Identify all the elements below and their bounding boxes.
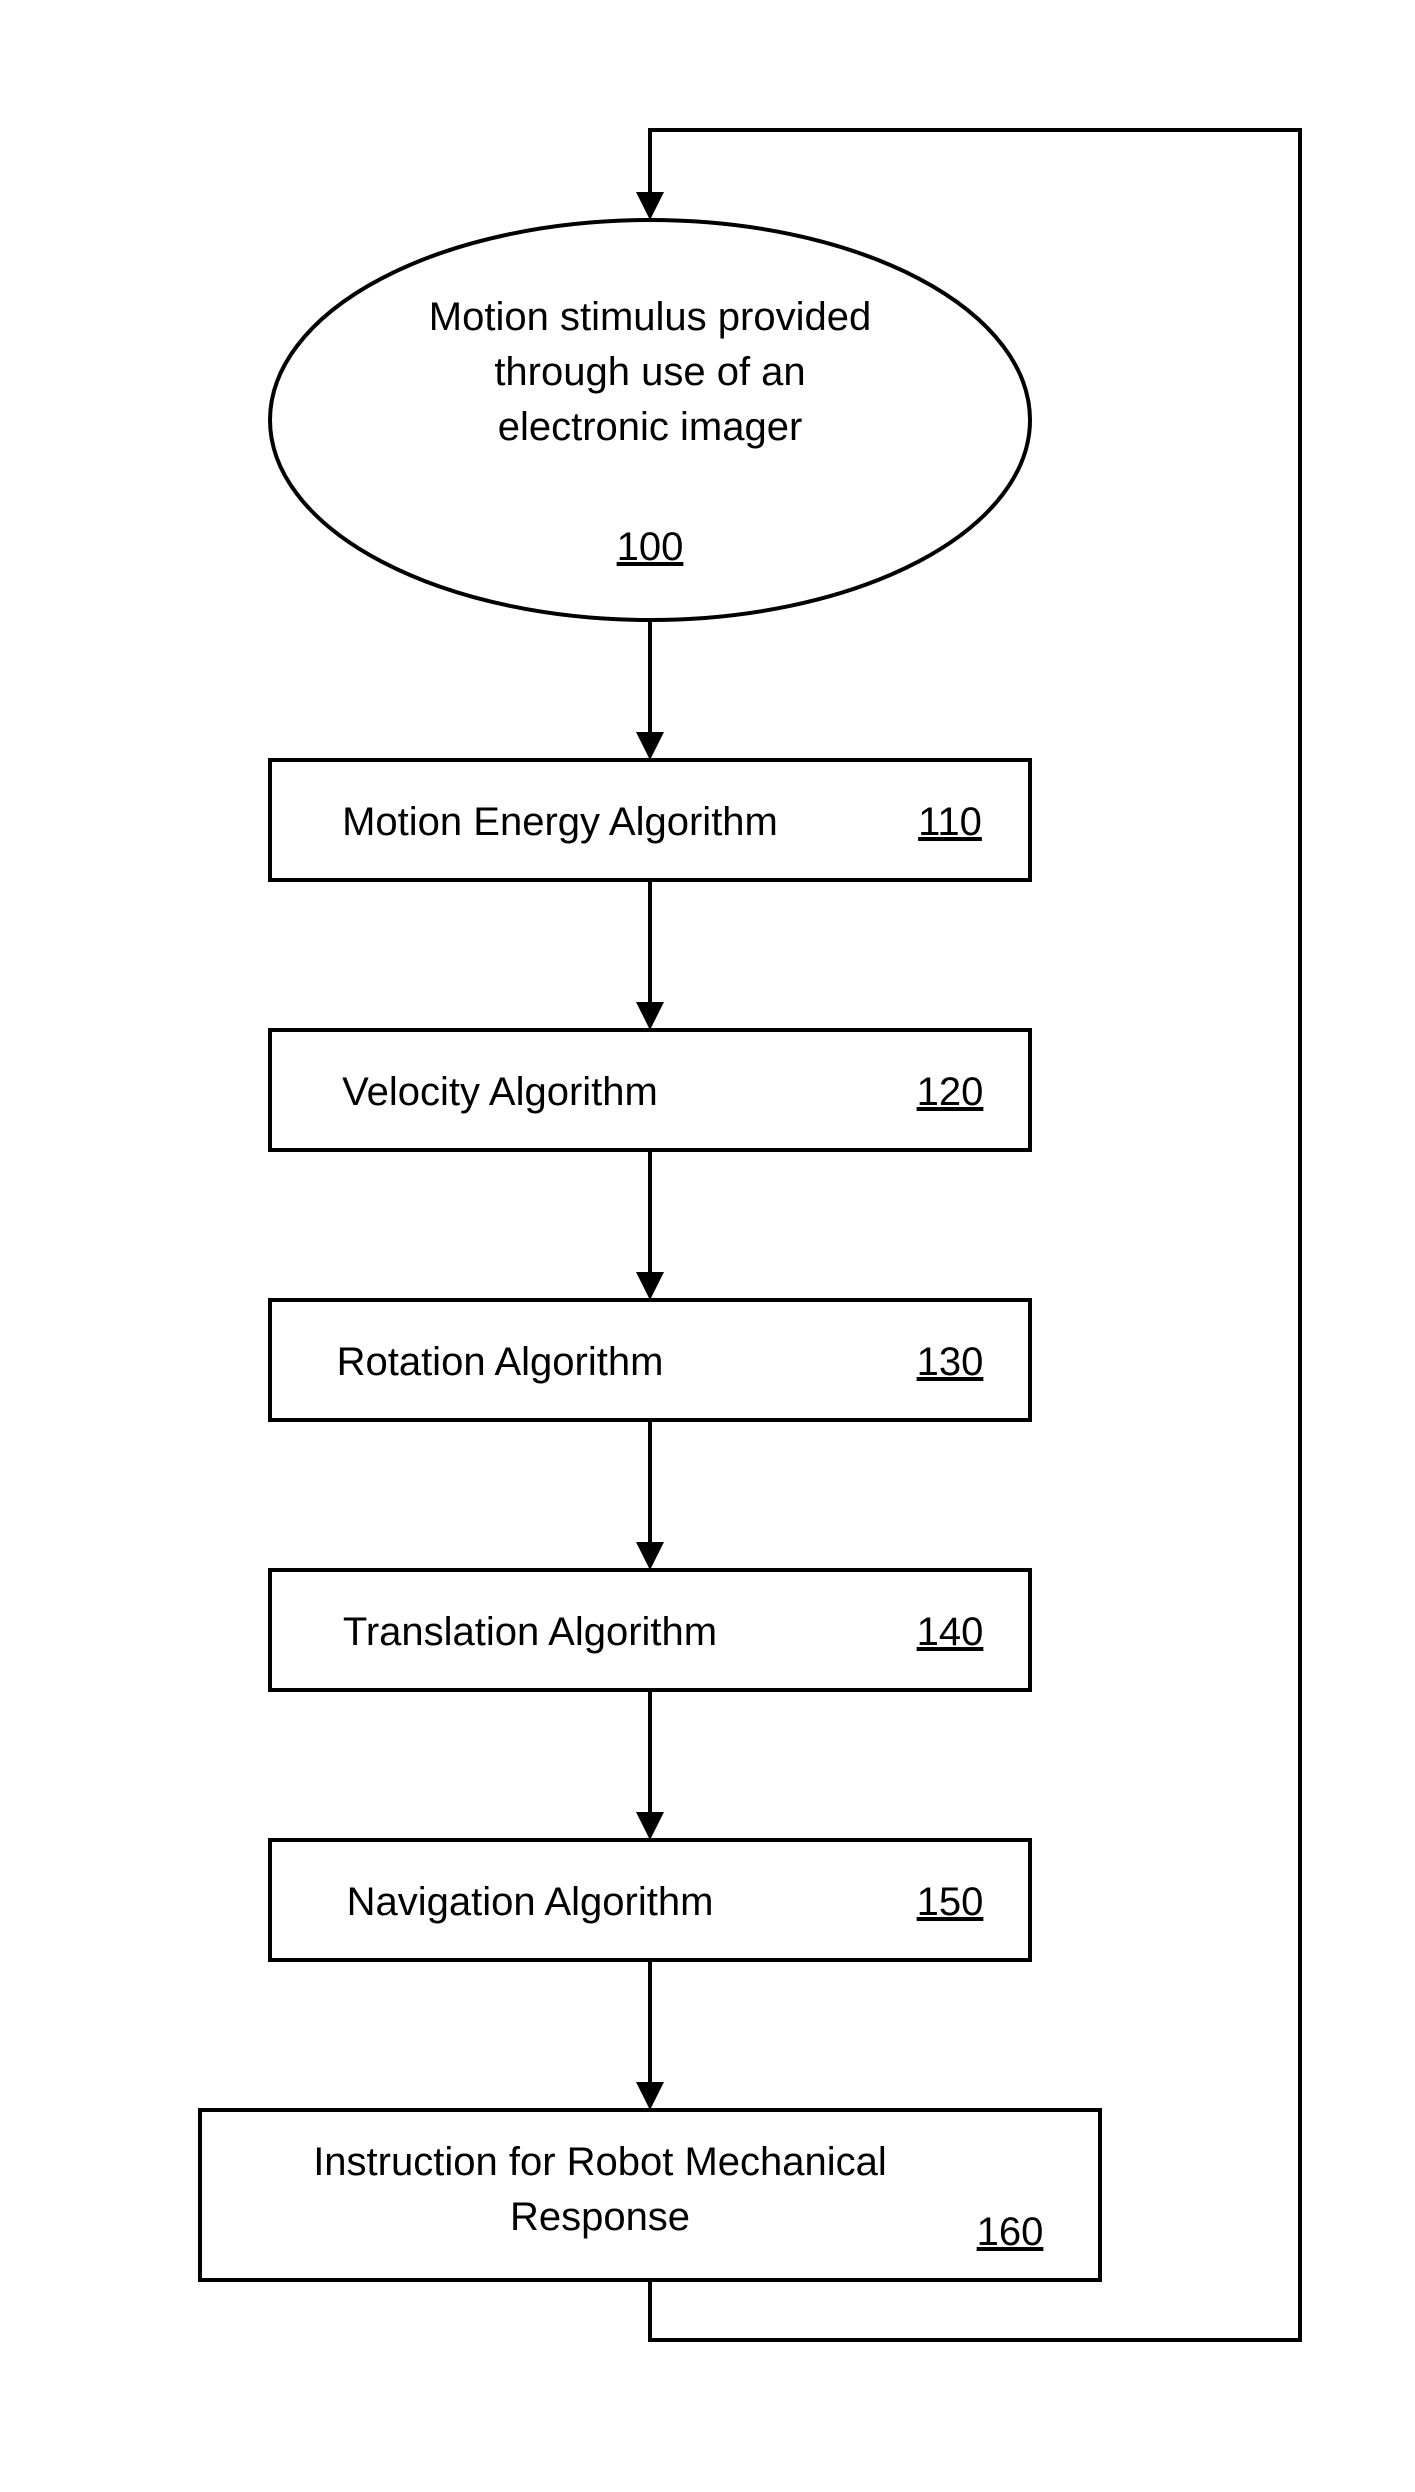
arrow-head [636,1542,664,1570]
n110: Motion Energy Algorithm 110 [270,760,1030,880]
feedback-loop [650,130,1300,2340]
node-label: Motion Energy Algorithm [342,800,778,844]
node-label: electronic imager [498,405,803,449]
arrow-head [636,2082,664,2110]
node-label: Instruction for Robot Mechanical [313,2140,887,2184]
arrow-head [636,1272,664,1300]
n160: Instruction for Robot Mechanical Response… [200,2110,1100,2280]
n100: Motion stimulus provided through use of a… [270,220,1030,620]
node-label: Translation Algorithm [343,1610,717,1654]
arrow-head [636,1002,664,1030]
node-number: 110 [918,800,982,844]
arrow-head [636,1812,664,1840]
node-number: 160 [977,2210,1044,2254]
node-number: 150 [917,1880,984,1924]
arrow-head [636,192,664,220]
node-label: Rotation Algorithm [337,1340,664,1384]
n120: Velocity Algorithm 120 [270,1030,1030,1150]
n150: Navigation Algorithm 150 [270,1840,1030,1960]
n130: Rotation Algorithm 130 [270,1300,1030,1420]
node-label: Velocity Algorithm [342,1070,658,1114]
node-label: Response [510,2195,690,2239]
node-number: 130 [917,1340,984,1384]
node-label: through use of an [494,350,805,394]
flowchart: Motion stimulus provided through use of a… [0,0,1415,2492]
node-number: 100 [617,525,684,569]
node-label: Navigation Algorithm [347,1880,714,1924]
node-number: 120 [917,1070,984,1114]
n140: Translation Algorithm 140 [270,1570,1030,1690]
arrow-head [636,732,664,760]
node-number: 140 [917,1610,984,1654]
node-label: Motion stimulus provided [429,295,871,339]
